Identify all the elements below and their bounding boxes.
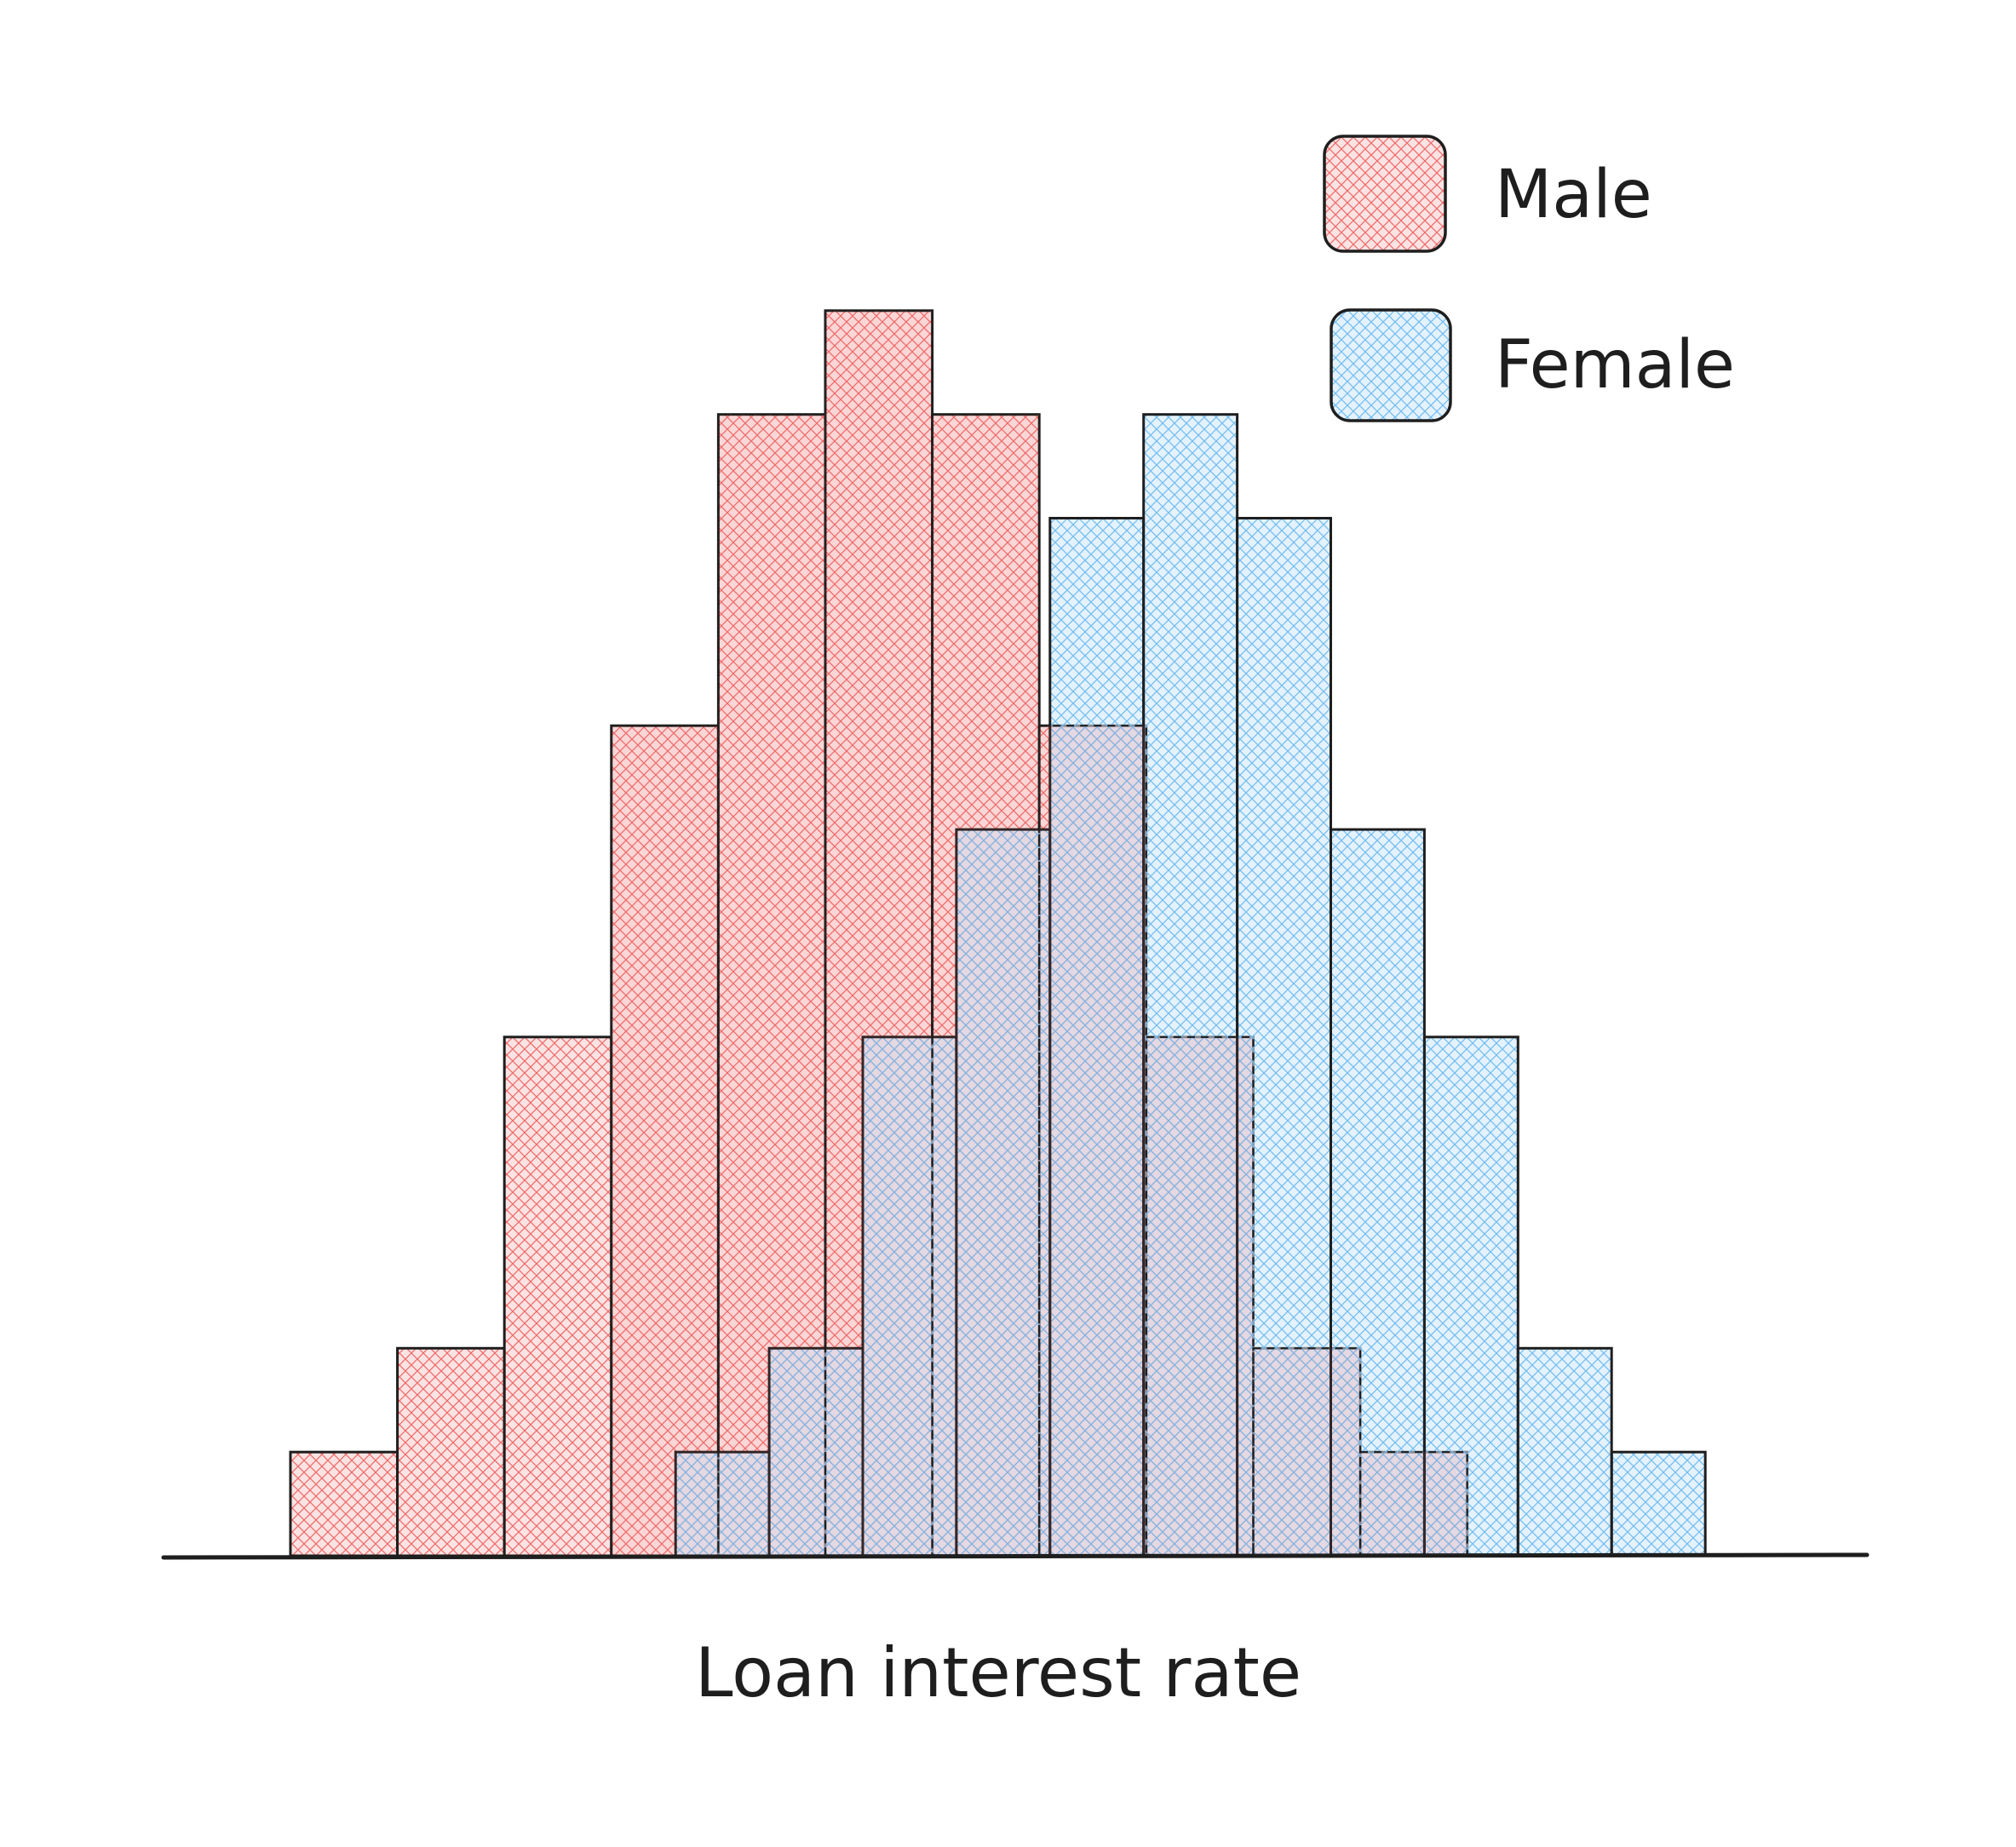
- male-bar-outline-4: [610, 725, 720, 1557]
- male-bar-outline-9: [1145, 1035, 1255, 1557]
- male-overlap-outlines: [610, 309, 1468, 1557]
- legend-swatch-female: [1330, 308, 1452, 422]
- female-bar-8: [1330, 828, 1426, 1557]
- male-bar-outline-5: [717, 413, 827, 1557]
- female-bar-10: [1516, 1346, 1613, 1557]
- male-bar-outline-6: [824, 309, 933, 1557]
- legend-label-male: Male: [1495, 157, 1652, 233]
- legend-item-male: Male: [1323, 135, 1652, 253]
- legend: Male Female: [1323, 135, 1735, 422]
- female-bar-11: [1610, 1450, 1707, 1557]
- male-bar-3: [503, 1035, 613, 1557]
- legend-swatch-male: [1323, 135, 1447, 253]
- x-axis-label: Loan interest rate: [695, 1633, 1301, 1712]
- x-axis-line: [161, 1552, 1870, 1560]
- female-bar-3: [861, 1035, 958, 1557]
- legend-item-female: Female: [1330, 308, 1735, 422]
- female-bar-1: [674, 1450, 771, 1557]
- male-bar-4: [610, 724, 720, 1557]
- legend-label-female: Female: [1495, 327, 1735, 404]
- male-bar-1: [289, 1450, 399, 1557]
- male-bar-outline-8: [1038, 725, 1147, 1557]
- female-bar-5: [1048, 517, 1146, 1557]
- female-bar-6: [1142, 413, 1239, 1557]
- male-bar-outline-7: [931, 413, 1041, 1557]
- female-bar-9: [1422, 1035, 1519, 1557]
- male-bar-outline-10: [1252, 1347, 1362, 1557]
- male-bar-outline-11: [1358, 1451, 1468, 1557]
- male-bar-2: [396, 1346, 506, 1557]
